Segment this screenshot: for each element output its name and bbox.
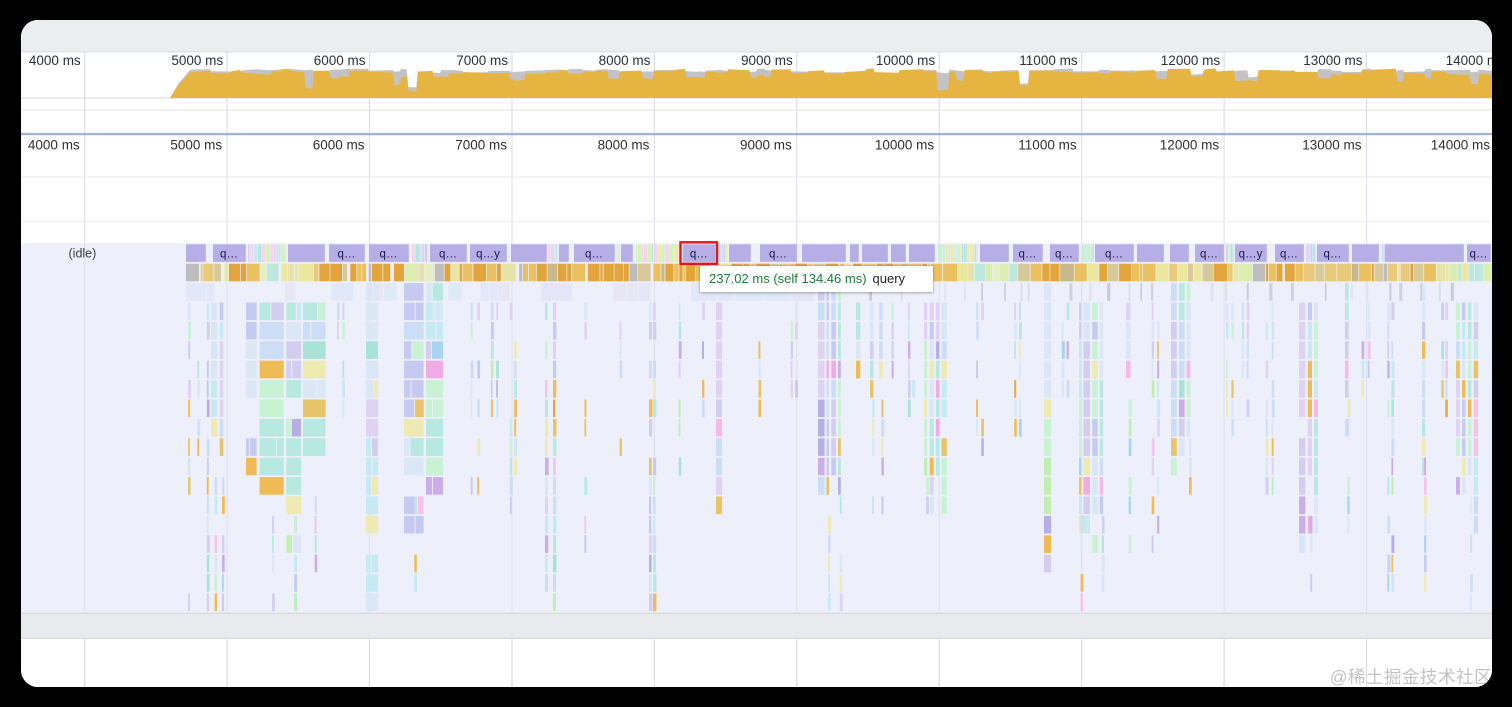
svg-text:(idle): (idle) xyxy=(69,247,97,261)
svg-text:5000 ms: 5000 ms xyxy=(170,138,222,153)
svg-text:8000 ms: 8000 ms xyxy=(599,53,651,68)
svg-text:q…: q… xyxy=(220,248,238,260)
svg-text:8000 ms: 8000 ms xyxy=(598,138,650,153)
svg-text:q…: q… xyxy=(439,248,457,260)
svg-text:7000 ms: 7000 ms xyxy=(455,138,507,153)
svg-text:7000 ms: 7000 ms xyxy=(456,53,508,68)
svg-text:4000 ms: 4000 ms xyxy=(28,138,80,153)
svg-text:14000 ms: 14000 ms xyxy=(1431,138,1491,153)
svg-text:q…: q… xyxy=(1324,248,1342,260)
svg-text:q…: q… xyxy=(1280,248,1298,260)
svg-text:12000 ms: 12000 ms xyxy=(1160,138,1220,153)
svg-text:q…: q… xyxy=(338,248,356,260)
svg-text:13000 ms: 13000 ms xyxy=(1303,53,1363,68)
svg-text:q…y: q…y xyxy=(476,248,500,260)
svg-text:q…: q… xyxy=(1055,248,1073,260)
svg-text:10000 ms: 10000 ms xyxy=(876,53,936,68)
svg-text:9000 ms: 9000 ms xyxy=(740,138,792,153)
svg-text:q…: q… xyxy=(769,248,787,260)
svg-text:q…y: q…y xyxy=(1239,248,1263,260)
svg-text:q…: q… xyxy=(1470,248,1488,260)
svg-text:14000 ms: 14000 ms xyxy=(1446,53,1492,68)
svg-text:q…: q… xyxy=(1019,248,1037,260)
svg-text:q…: q… xyxy=(1200,248,1218,260)
svg-text:13000 ms: 13000 ms xyxy=(1302,138,1362,153)
svg-text:q…: q… xyxy=(1105,248,1123,260)
svg-text:9000 ms: 9000 ms xyxy=(741,53,793,68)
svg-text:q…: q… xyxy=(585,248,603,260)
svg-text:11000 ms: 11000 ms xyxy=(1019,53,1078,68)
svg-text:12000 ms: 12000 ms xyxy=(1161,53,1221,68)
svg-text:10000 ms: 10000 ms xyxy=(875,138,935,153)
svg-text:6000 ms: 6000 ms xyxy=(314,53,366,68)
svg-text:q…: q… xyxy=(690,248,708,260)
svg-text:q…: q… xyxy=(380,248,398,260)
svg-text:11000 ms: 11000 ms xyxy=(1018,138,1077,153)
svg-text:5000 ms: 5000 ms xyxy=(171,53,223,68)
svg-text:6000 ms: 6000 ms xyxy=(313,138,365,153)
svg-text:4000 ms: 4000 ms xyxy=(29,53,81,68)
